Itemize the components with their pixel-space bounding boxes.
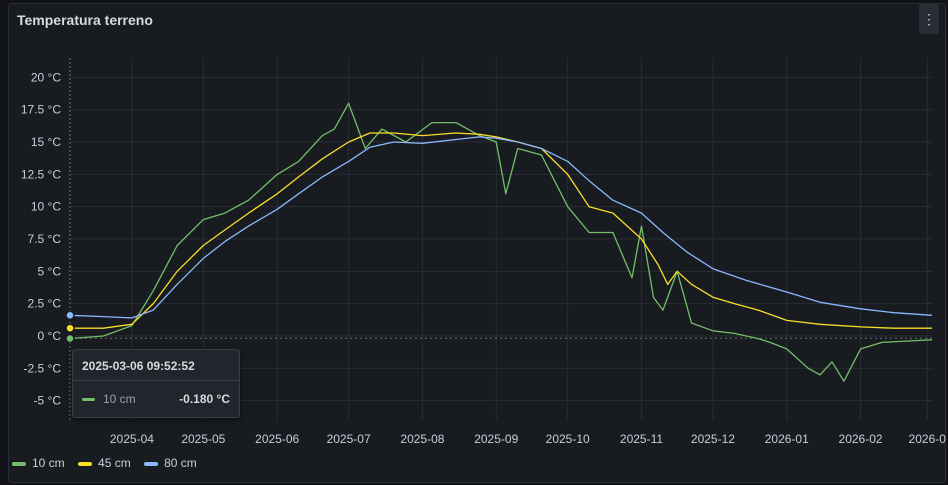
- y-tick-label: -2.5 °C: [24, 361, 62, 375]
- tooltip-series-name: 10 cm: [103, 392, 136, 406]
- legend-swatch-80cm: [144, 461, 159, 466]
- legend-label-10cm: 10 cm: [32, 456, 65, 470]
- y-tick-label: 12.5 °C: [21, 167, 61, 181]
- y-tick-label: -5 °C: [34, 394, 62, 408]
- kebab-menu-icon[interactable]: ⋮: [919, 4, 939, 34]
- hover-point-45cm: [65, 323, 75, 333]
- panel-title: Temperatura terreno: [17, 12, 153, 28]
- x-tick-label: 2025-12: [691, 432, 735, 446]
- series-line-45cm: [70, 132, 932, 329]
- y-tick-label: 20 °C: [31, 70, 61, 84]
- tooltip-time: 2025-03-06 09:52:52: [82, 359, 195, 373]
- x-tick-label: 2025-10: [546, 432, 590, 446]
- x-tick-label: 2025-04: [110, 432, 154, 446]
- legend-swatch-10cm: [12, 461, 26, 466]
- hover-point-80cm: [65, 310, 75, 321]
- series-line-80cm: [69, 136, 933, 319]
- legend-item-80cm[interactable]: 80 cm: [144, 456, 197, 470]
- series-line-10cm: [69, 102, 933, 382]
- x-tick-label: 2026-02: [839, 432, 883, 446]
- tooltip-divider: [73, 380, 239, 381]
- y-tick-label: 2.5 °C: [28, 297, 62, 311]
- legend-label-80cm: 80 cm: [164, 456, 197, 470]
- y-tick-label: 0 °C: [38, 329, 62, 343]
- x-tick-label: 2025-11: [620, 432, 663, 446]
- y-tick-label: 10 °C: [31, 200, 61, 214]
- tooltip-series-swatch: [82, 398, 95, 401]
- y-tick-label: 5 °C: [38, 264, 62, 278]
- x-tick-label: 2025-07: [327, 432, 371, 446]
- hover-point-10cm: [65, 333, 75, 344]
- x-tick-label: 2025-06: [255, 432, 299, 446]
- x-tick-label: 2025-09: [474, 432, 518, 446]
- y-tick-label: 15 °C: [31, 135, 61, 149]
- chart-legend: 10 cm 45 cm 80 cm: [12, 456, 207, 470]
- x-tick-label: 2025-08: [400, 432, 444, 446]
- x-tick-label: 2026-0: [909, 432, 947, 446]
- legend-item-10cm[interactable]: 10 cm: [12, 456, 65, 470]
- hover-tooltip: 2025-03-06 09:52:52 10 cm -0.180 °C: [72, 349, 240, 418]
- legend-item-45cm[interactable]: 45 cm: [78, 456, 131, 470]
- y-tick-label: 7.5 °C: [28, 232, 62, 246]
- legend-swatch-45cm: [78, 461, 93, 466]
- tooltip-value: -0.180 °C: [179, 392, 230, 406]
- legend-label-45cm: 45 cm: [98, 456, 131, 470]
- x-tick-label: 2025-05: [181, 432, 225, 446]
- x-tick-label: 2026-01: [765, 432, 809, 446]
- y-tick-label: 17.5 °C: [21, 103, 61, 117]
